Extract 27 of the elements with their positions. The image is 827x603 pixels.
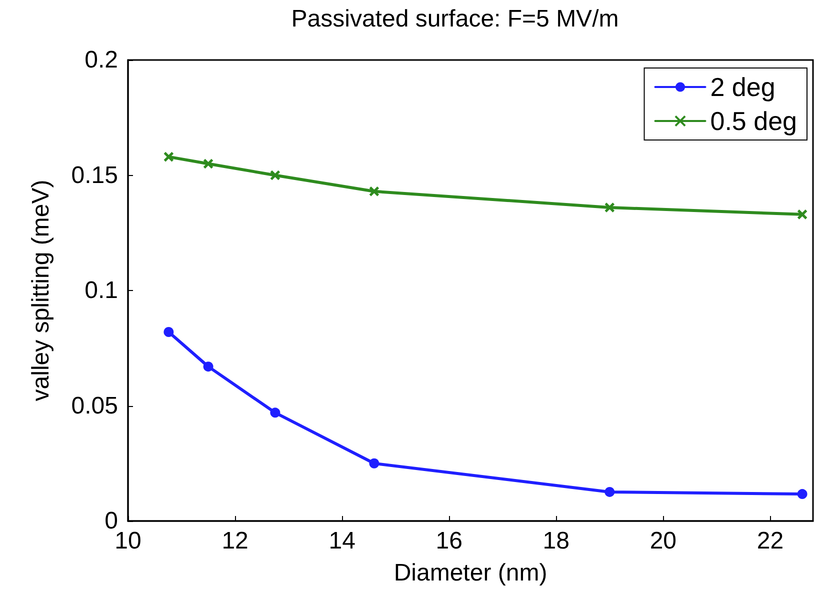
y-axis-title: valley splitting (meV)	[28, 180, 54, 402]
y-tick-label: 0.15	[71, 162, 118, 189]
legend-label: 2 deg	[710, 72, 776, 102]
point	[163, 152, 174, 162]
point	[604, 486, 615, 497]
point	[203, 158, 214, 169]
x-tick-label: 12	[222, 528, 248, 554]
chart-title: Passivated surface: F=5 MV/m	[291, 6, 619, 32]
x-tick-label: 20	[650, 528, 677, 554]
x-tick-label: 18	[542, 528, 570, 554]
legend-label: 0.5 deg	[710, 106, 798, 136]
point	[368, 186, 380, 197]
point	[164, 326, 174, 337]
point	[604, 202, 615, 213]
x-tick-label: 16	[436, 528, 462, 554]
point	[797, 209, 808, 220]
x-tick-label: 14	[328, 528, 356, 554]
point	[270, 170, 280, 180]
x-axis-title: Diameter (nm)	[394, 560, 548, 586]
y-tick-label: 0.1	[84, 277, 118, 304]
point	[270, 408, 280, 418]
point	[203, 362, 214, 372]
y-tick-label: 0.2	[84, 46, 118, 74]
x-tick-label: 22	[756, 528, 784, 554]
point	[369, 458, 380, 468]
y-tick-label: 0.05	[71, 392, 118, 420]
point	[797, 489, 808, 500]
